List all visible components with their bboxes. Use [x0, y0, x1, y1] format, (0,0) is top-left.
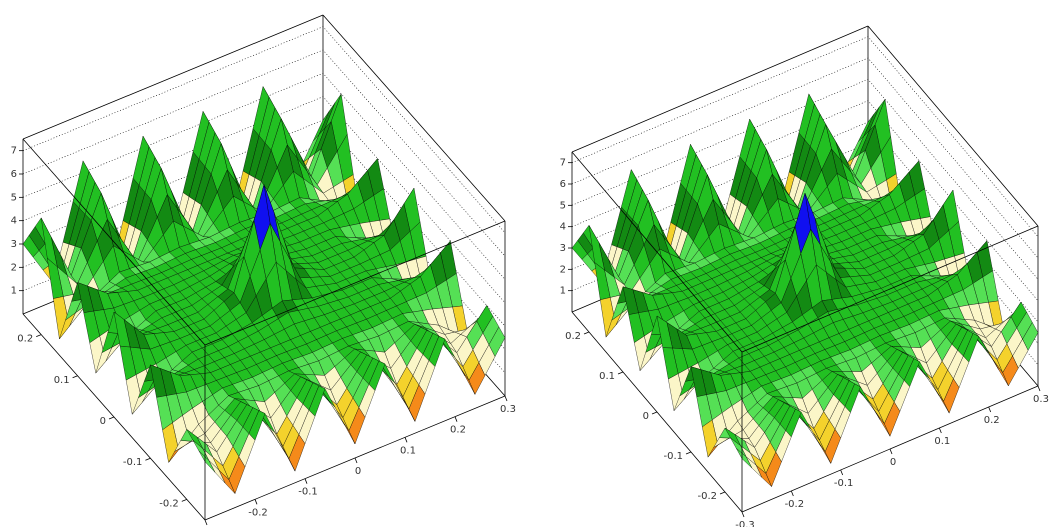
- box-edge: [22, 138, 206, 346]
- z-tick-label: 2: [560, 264, 566, 275]
- z-tick-label: 7: [11, 146, 17, 157]
- x-tick: [404, 437, 408, 443]
- y-tick-label: -0.2: [697, 491, 717, 502]
- x-tick: [938, 427, 942, 434]
- z-tick-label: 4: [11, 216, 17, 227]
- box-edge: [322, 14, 506, 222]
- y-tick-label: -0.2: [159, 498, 179, 509]
- x-tick-label: 0: [355, 466, 361, 477]
- z-tick-label: 2: [11, 262, 17, 273]
- box-edge: [571, 151, 743, 353]
- x-tick-label: -0.1: [298, 487, 318, 498]
- x-tick-label: 0.1: [400, 445, 416, 456]
- x-tick-label: 0.2: [450, 425, 466, 436]
- y-tick-label: 0.1: [599, 371, 615, 382]
- y-tick-label: 0: [100, 416, 106, 427]
- z-tick-label: 3: [560, 243, 566, 254]
- y-tick-label: -0.1: [123, 457, 143, 468]
- z-tick-label: 4: [560, 222, 566, 233]
- y-tick: [685, 451, 692, 455]
- x-tick: [741, 511, 745, 518]
- z-grid-line: [571, 57, 1039, 259]
- y-tick-label: -0.1: [663, 451, 683, 462]
- z-tick-label: 6: [560, 179, 566, 190]
- y-tick: [72, 375, 78, 379]
- y-tick-label: 0.2: [17, 334, 33, 345]
- z-tick-label: 1: [11, 286, 17, 297]
- surface-cell: [198, 450, 216, 473]
- y-tick: [651, 411, 658, 415]
- x-tick: [889, 448, 893, 455]
- y-tick-label: 0.1: [54, 375, 70, 386]
- x-tick-label: 0.1: [934, 436, 950, 447]
- z-grid-line: [22, 72, 506, 280]
- z-tick-label: 5: [560, 200, 566, 211]
- x-tick-label: 0.3: [1033, 394, 1049, 405]
- x-tick: [454, 416, 458, 422]
- x-tick: [840, 469, 844, 476]
- x-tick-label: -0.2: [248, 507, 268, 518]
- z-grid-line: [22, 26, 506, 233]
- y-tick: [108, 416, 115, 420]
- x-tick-label: -0.3: [735, 520, 755, 527]
- y-tick-label: 0.2: [565, 331, 581, 342]
- z-grid-line: [22, 96, 506, 303]
- x-tick-label: 0.3: [500, 404, 516, 415]
- z-tick-label: 3: [11, 239, 17, 250]
- box-edge: [22, 14, 324, 140]
- y-tick: [36, 334, 42, 337]
- y-tick: [181, 499, 187, 502]
- box-edge: [204, 220, 506, 346]
- x-tick-label: 0: [890, 457, 896, 468]
- y-tick: [617, 371, 624, 375]
- box-edge: [571, 25, 869, 153]
- x-tick: [354, 457, 358, 464]
- z-tick-label: 6: [11, 169, 17, 180]
- y-tick: [719, 491, 726, 495]
- z-grid-line: [571, 36, 1039, 237]
- x-tick: [204, 519, 208, 526]
- z-grid-line: [22, 49, 506, 257]
- x-tick: [304, 478, 308, 484]
- x-tick: [790, 490, 794, 497]
- x-tick-label: -0.2: [785, 499, 805, 510]
- z-tick-label: 5: [11, 192, 17, 203]
- x-tick: [504, 395, 508, 402]
- y-tick: [583, 331, 590, 335]
- box-edge: [867, 25, 1039, 227]
- z-grid-line: [571, 78, 1039, 280]
- z-tick-label: 7: [560, 158, 566, 169]
- x-tick: [1037, 385, 1041, 392]
- z-tick-label: 1: [560, 286, 566, 297]
- x-tick: [988, 406, 992, 413]
- z-grid-line: [571, 100, 1039, 301]
- x-tick-label: -0.1: [834, 478, 854, 489]
- box-edge: [741, 225, 1039, 353]
- x-tick-label: 0.2: [984, 415, 1000, 426]
- y-tick: [145, 457, 151, 461]
- x-tick: [254, 499, 258, 505]
- surface-cell: [736, 448, 753, 469]
- y-tick-label: 0: [643, 411, 649, 422]
